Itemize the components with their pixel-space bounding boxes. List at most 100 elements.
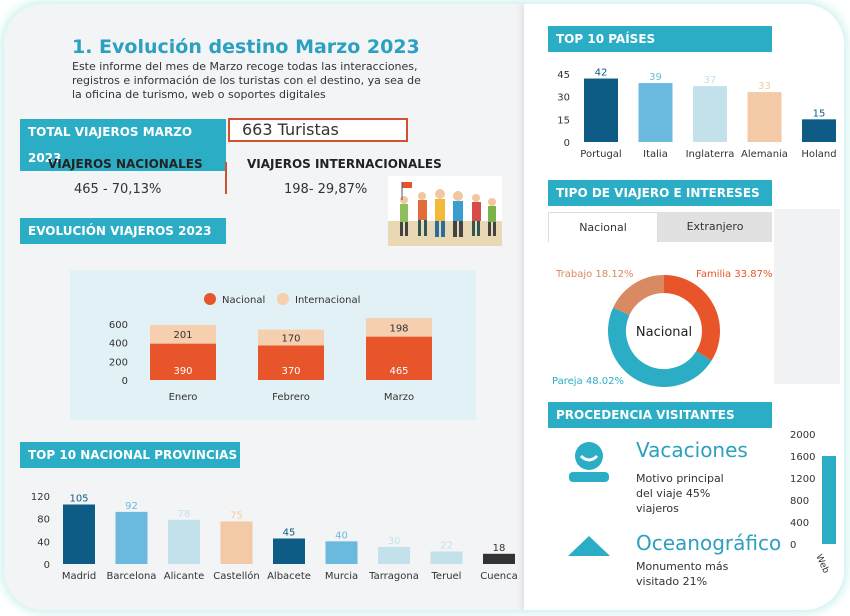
y-tick-label: 1600	[790, 452, 815, 463]
data-label: 78	[178, 509, 191, 520]
bar-nacional	[258, 345, 324, 380]
y-tick-label: 600	[109, 320, 128, 331]
intro-text: Este informe del mes de Marzo recoge tod…	[72, 60, 492, 102]
tipo-donut-chart: Nacional Familia 33.87% Pareja 48.02% Traba…	[552, 269, 772, 387]
oceanografico-line: visitado 21%	[636, 575, 708, 588]
bar-internacional	[150, 324, 216, 344]
data-label: 18	[493, 543, 506, 554]
procedencia-header: PROCEDENCIA VISITANTES	[548, 402, 772, 428]
tipo-header: TIPO DE VIAJERO E INTERESES	[548, 180, 772, 206]
oceanografico-title: Oceanográfico	[636, 531, 782, 555]
bar	[584, 78, 618, 142]
bar-internacional	[366, 318, 432, 337]
tab-extranjero[interactable]: Extranjero	[658, 212, 772, 242]
bar-nacional	[366, 336, 432, 380]
data-label: 22	[440, 541, 453, 552]
data-label-nacional: 390	[173, 366, 192, 377]
y-tick-label: 80	[37, 515, 50, 526]
x-tick-label: Madrid	[62, 571, 96, 582]
legend-swatch-nacional	[204, 293, 216, 305]
bar	[822, 456, 836, 544]
total-turistas-box: 663 Turistas	[228, 118, 408, 142]
x-tick-label: Febrero	[272, 392, 310, 403]
donut-slice	[608, 307, 712, 387]
data-label: 15	[813, 108, 826, 119]
slice-label-trabajo: Trabajo 18.12%	[555, 269, 634, 280]
nacionales-value: 465 - 70,13%	[74, 182, 162, 197]
bar	[325, 541, 358, 564]
legend-label-nacional: Nacional	[222, 295, 265, 306]
report-frame: 1. Evolución destino Marzo 2023 Este inf…	[4, 4, 844, 610]
x-tick-label: Web	[813, 553, 830, 575]
procedencia-chart: 0 400 800 1200 1600 2000 Web	[790, 430, 836, 575]
data-label: 39	[649, 72, 662, 83]
data-label: 40	[335, 530, 348, 541]
y-tick-label: 0	[122, 376, 128, 387]
y-tick-label: 400	[109, 339, 128, 350]
data-label: 92	[125, 501, 138, 512]
intro-line: la oficina de turismo, web o soportes di…	[72, 88, 326, 101]
data-label-internacional: 170	[281, 334, 300, 345]
x-tick-label: Alicante	[164, 571, 204, 582]
paises-chart-panel: 0 15 30 45 42 Portugal 39 Italia 37 Inglaterra 33 A…	[548, 60, 840, 172]
data-label: 33	[758, 81, 771, 92]
slice-label-familia: Familia 33.87%	[696, 269, 772, 280]
bar	[483, 553, 515, 564]
bar	[63, 504, 95, 564]
total-viajeros-header: TOTAL VIAJEROS MARZO 2023	[20, 119, 226, 171]
intro-line: registros e información de los turistas …	[72, 74, 421, 87]
y-tick-label: 2000	[790, 430, 815, 441]
x-tick-label: Tarragona	[368, 571, 419, 582]
bar	[802, 119, 836, 142]
donut-center-label: Nacional	[636, 325, 692, 340]
bar-internacional	[258, 329, 324, 346]
slice-label-pareja: Pareja 48.02%	[552, 376, 624, 387]
x-tick-label: Alemania	[741, 149, 788, 160]
y-tick-label: 120	[31, 492, 50, 503]
y-tick-label: 0	[564, 138, 570, 149]
x-tick-label: Teruel	[431, 571, 462, 582]
bar-nacional	[150, 343, 216, 380]
tourists-illustration	[388, 176, 502, 246]
vacaciones-line: viajeros	[636, 502, 679, 515]
bar	[638, 83, 673, 142]
procedencia-chart-panel: 0 400 800 1200 1600 2000 Web	[780, 418, 840, 598]
triangle-icon	[566, 534, 612, 562]
data-label-internacional: 201	[173, 330, 192, 341]
data-label-internacional: 198	[389, 323, 408, 334]
vacaciones-text: Motivo principal del viaje 45% viajeros	[636, 471, 724, 516]
x-tick-label: Italia	[643, 149, 668, 160]
bar	[430, 551, 463, 564]
x-tick-label: Marzo	[384, 392, 414, 403]
x-tick-label: Murcia	[325, 571, 358, 582]
data-label: 30	[388, 536, 401, 547]
y-tick-label: 40	[37, 537, 50, 548]
person-icon	[566, 438, 612, 488]
y-tick-label: 800	[790, 496, 809, 507]
provincias-chart: 0 40 80 120 105 Madrid 92 Barcelona 78 Alicante 75…	[31, 492, 518, 582]
x-tick-label: Castellón	[213, 570, 259, 582]
bar	[168, 519, 200, 564]
x-tick-label: Portugal	[580, 149, 621, 160]
x-tick-label: Inglaterra	[686, 149, 735, 160]
data-label-nacional: 370	[281, 366, 300, 377]
bar	[378, 547, 410, 564]
x-tick-label: Cuenca	[480, 571, 517, 582]
tab-nacional[interactable]: Nacional	[548, 212, 658, 242]
bar	[220, 521, 253, 564]
legend-swatch-internacional	[277, 293, 289, 305]
y-tick-label: 0	[790, 540, 796, 551]
evolucion-header: EVOLUCIÓN VIAJEROS 2023	[20, 218, 226, 244]
bar	[273, 538, 305, 564]
x-tick-label: Albacete	[267, 571, 311, 582]
y-tick-label: 30	[557, 93, 570, 104]
internacionales-label: VIAJEROS INTERNACIONALES	[247, 157, 442, 171]
y-tick-label: 1200	[790, 474, 815, 485]
donut-slice	[663, 275, 720, 361]
data-label: 75	[230, 511, 243, 522]
paises-chart: 0 15 30 45 42 Portugal 39 Italia 37 Inglaterra 33 A…	[557, 68, 836, 160]
bar	[115, 511, 148, 564]
data-label: 105	[69, 494, 88, 505]
cropped-panel	[774, 209, 840, 384]
y-tick-label: 15	[557, 115, 570, 126]
